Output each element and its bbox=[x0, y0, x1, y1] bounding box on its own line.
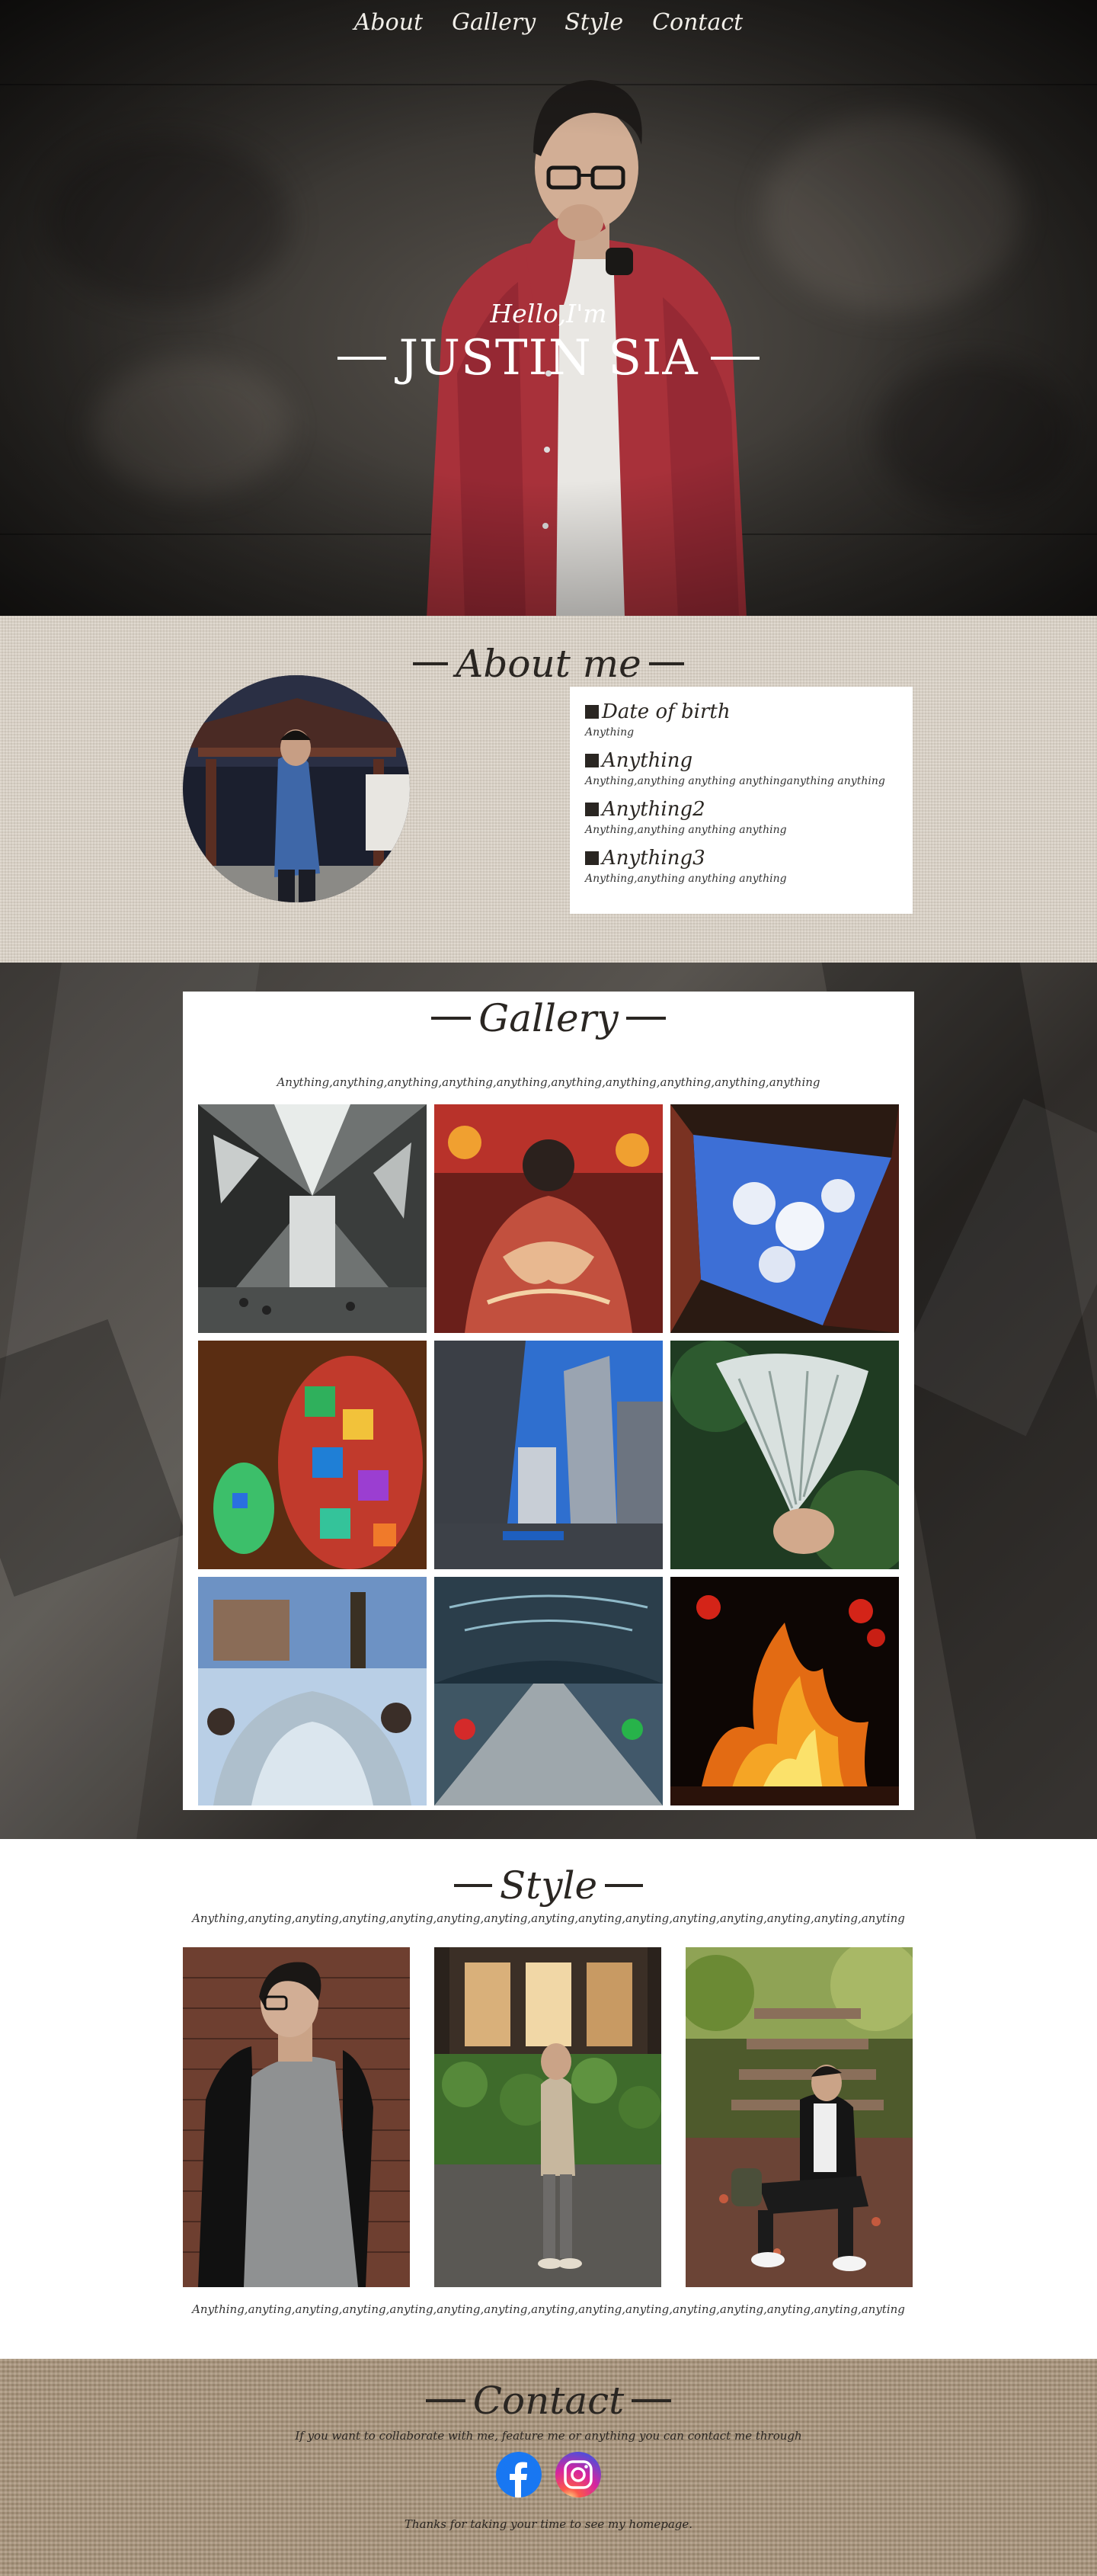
square-bullet-icon bbox=[585, 705, 599, 719]
gallery-heading: Gallery bbox=[183, 996, 914, 1040]
hero-vignette bbox=[0, 0, 1097, 616]
style-photo[interactable] bbox=[183, 1947, 410, 2287]
gallery-photo[interactable] bbox=[670, 1104, 899, 1333]
style-title: Style bbox=[499, 1863, 598, 1908]
about-section: About me Date of birth Anything Anything bbox=[0, 616, 1097, 963]
facebook-icon[interactable] bbox=[496, 2452, 542, 2498]
gallery-photo[interactable] bbox=[198, 1104, 427, 1333]
gallery-grid bbox=[198, 1104, 899, 1805]
gallery-section: Gallery Anything,anything,anything,anyth… bbox=[0, 963, 1097, 1839]
nav-link-gallery[interactable]: Gallery bbox=[452, 9, 536, 36]
gallery-photo[interactable] bbox=[670, 1577, 899, 1805]
about-profile-photo bbox=[183, 675, 410, 902]
hero-title: Hello,I'm JUSTIN SIA bbox=[0, 299, 1097, 386]
heading-dash bbox=[431, 1017, 472, 1020]
gallery-title: Gallery bbox=[478, 996, 619, 1040]
gallery-photo[interactable] bbox=[198, 1577, 427, 1805]
heading-dash bbox=[625, 1017, 666, 1020]
heading-dash bbox=[632, 2399, 672, 2402]
square-bullet-icon bbox=[585, 754, 599, 767]
style-photo[interactable] bbox=[434, 1947, 661, 2287]
info-label: Anything3 bbox=[585, 847, 897, 870]
heading-dash bbox=[648, 662, 684, 665]
info-value: Anything,anything anything anything bbox=[585, 824, 787, 836]
about-title: About me bbox=[456, 642, 641, 686]
heading-dash bbox=[413, 662, 449, 665]
info-label: Anything bbox=[585, 749, 897, 772]
social-links bbox=[0, 2452, 1097, 2498]
contact-section: Contact If you want to collaborate with … bbox=[0, 2359, 1097, 2576]
square-bullet-icon bbox=[585, 803, 599, 816]
gallery-card: Gallery Anything,anything,anything,anyth… bbox=[183, 992, 914, 1810]
info-label: Date of birth bbox=[585, 700, 897, 723]
title-dash bbox=[337, 357, 387, 360]
contact-title: Contact bbox=[472, 2379, 625, 2423]
gallery-photo[interactable] bbox=[198, 1341, 427, 1569]
style-photo-row bbox=[183, 1947, 913, 2287]
contact-thanks: Thanks for taking your time to see my ho… bbox=[404, 2517, 693, 2531]
heading-dash bbox=[605, 1884, 644, 1887]
style-subtitle-bottom: Anything,anyting,anyting,anyting,anyting… bbox=[192, 2302, 905, 2316]
style-subtitle-top: Anything,anyting,anyting,anyting,anyting… bbox=[192, 1911, 905, 1925]
nav-link-contact[interactable]: Contact bbox=[652, 9, 744, 36]
style-heading: Style bbox=[0, 1863, 1097, 1908]
contact-heading: Contact bbox=[0, 2379, 1097, 2423]
info-item: Anything2 Anything,anything anything any… bbox=[585, 798, 897, 836]
title-dash bbox=[710, 357, 760, 360]
square-bullet-icon bbox=[585, 851, 599, 865]
gallery-photo[interactable] bbox=[434, 1104, 663, 1333]
heading-dash bbox=[425, 2399, 465, 2402]
info-value: Anything bbox=[585, 726, 635, 739]
gallery-photo[interactable] bbox=[670, 1341, 899, 1569]
nav-link-style[interactable]: Style bbox=[564, 9, 624, 36]
gallery-photo[interactable] bbox=[434, 1341, 663, 1569]
hero-greeting: Hello,I'm bbox=[490, 299, 607, 328]
info-label: Anything2 bbox=[585, 798, 897, 821]
heading-dash bbox=[453, 1884, 492, 1887]
about-info-card: Date of birth Anything Anything Anything… bbox=[570, 687, 913, 914]
style-section: Style Anything,anyting,anyting,anyting,a… bbox=[0, 1839, 1097, 2359]
hero-name-row: JUSTIN SIA bbox=[0, 330, 1097, 386]
info-item: Date of birth Anything bbox=[585, 700, 897, 739]
info-value: Anything,anything anything anything bbox=[585, 873, 787, 885]
top-navigation: About Gallery Style Contact bbox=[0, 9, 1097, 36]
about-heading: About me bbox=[0, 642, 1097, 686]
hero-section: About Gallery Style Contact Hello,I'm JU… bbox=[0, 0, 1097, 616]
info-value: Anything,anything anything anythinganyth… bbox=[585, 775, 885, 787]
gallery-photo[interactable] bbox=[434, 1577, 663, 1805]
info-item: Anything Anything,anything anything anyt… bbox=[585, 749, 897, 787]
hero-name: JUSTIN SIA bbox=[398, 330, 699, 386]
info-item: Anything3 Anything,anything anything any… bbox=[585, 847, 897, 885]
gallery-subtitle: Anything,anything,anything,anything,anyt… bbox=[277, 1075, 820, 1089]
instagram-icon[interactable] bbox=[555, 2452, 601, 2498]
contact-subtitle: If you want to collaborate with me, feat… bbox=[295, 2429, 802, 2443]
nav-link-about[interactable]: About bbox=[353, 9, 424, 36]
style-photo[interactable] bbox=[686, 1947, 913, 2287]
